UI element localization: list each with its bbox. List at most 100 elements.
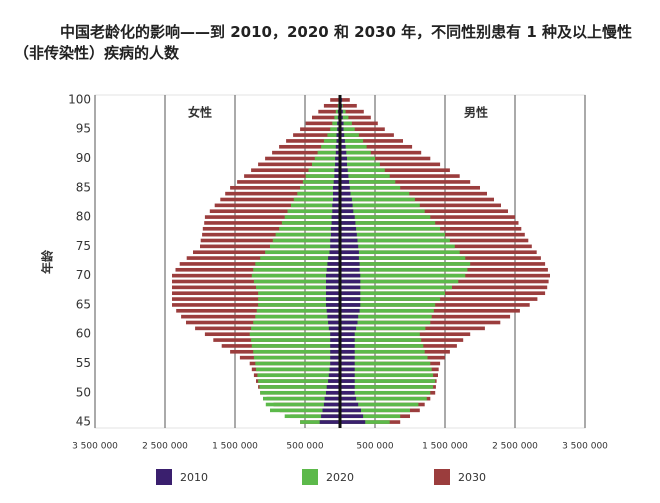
bar	[249, 332, 340, 337]
bar	[340, 191, 487, 196]
bar	[265, 250, 340, 255]
bar	[340, 344, 424, 348]
bar	[220, 197, 340, 202]
bar	[340, 361, 355, 366]
bar	[340, 156, 375, 161]
bar	[312, 162, 340, 167]
bar	[330, 338, 340, 342]
bar	[331, 215, 340, 219]
bar	[340, 297, 361, 301]
bar	[329, 250, 340, 255]
bar	[334, 115, 340, 120]
bar	[260, 256, 340, 260]
bar	[340, 185, 480, 190]
bar	[328, 379, 340, 383]
bar	[340, 379, 355, 383]
bar	[326, 308, 340, 313]
bar	[333, 185, 340, 190]
bar	[327, 314, 340, 319]
bar	[340, 285, 452, 290]
bar	[284, 215, 340, 219]
bar	[335, 144, 340, 149]
bar	[270, 408, 340, 413]
bar	[293, 133, 340, 137]
bar	[340, 385, 434, 389]
bar	[202, 232, 340, 237]
bar	[340, 144, 413, 149]
bar	[253, 267, 340, 272]
bar	[340, 174, 349, 178]
bar	[225, 191, 340, 196]
bar	[332, 203, 340, 208]
bar	[340, 320, 358, 325]
bar	[340, 203, 501, 208]
bar	[340, 279, 361, 284]
bar	[340, 414, 364, 419]
bar	[340, 115, 371, 120]
bar	[251, 338, 340, 342]
bar	[340, 139, 403, 143]
bar	[340, 367, 355, 372]
bar	[340, 197, 494, 202]
bar	[328, 256, 340, 260]
bar	[260, 390, 340, 395]
bar	[340, 203, 420, 208]
bar	[340, 127, 344, 132]
bar	[340, 127, 355, 132]
bar	[335, 150, 340, 155]
bar	[251, 168, 340, 173]
bar	[214, 203, 340, 208]
bar	[340, 256, 466, 260]
bar	[318, 109, 340, 114]
bar	[340, 168, 450, 173]
bar	[258, 291, 340, 296]
bar	[340, 373, 434, 378]
bar	[340, 221, 356, 225]
bar	[330, 226, 340, 231]
bar	[340, 226, 441, 231]
y-tick-label: 65	[76, 297, 91, 311]
bar	[284, 414, 340, 419]
bar	[258, 379, 340, 383]
bar	[251, 326, 340, 331]
bar	[326, 279, 340, 284]
x-tick-label: 3 500 000	[562, 442, 608, 452]
bar	[326, 267, 340, 272]
x-tick-label: 2 500 000	[492, 442, 538, 452]
y-tick-label: 90	[76, 151, 91, 165]
bar	[340, 133, 345, 137]
bar	[265, 402, 340, 407]
bar	[251, 273, 340, 278]
bar	[202, 226, 340, 231]
bar	[308, 168, 340, 173]
bar	[326, 291, 340, 296]
panel-label: 男性	[464, 105, 488, 120]
bar	[340, 109, 364, 114]
bar	[244, 174, 340, 178]
bar	[340, 367, 432, 372]
bar	[297, 191, 340, 196]
bar	[340, 267, 468, 272]
bar	[340, 150, 422, 155]
bar	[340, 232, 445, 237]
bar	[340, 326, 357, 331]
bar	[340, 121, 344, 126]
bar	[340, 168, 348, 173]
bar	[340, 361, 431, 366]
bar	[253, 279, 340, 284]
bar	[326, 390, 340, 395]
bar	[340, 355, 428, 360]
bar	[319, 420, 340, 424]
bar	[340, 373, 355, 378]
bar	[314, 156, 340, 161]
bar	[340, 297, 441, 301]
bar	[287, 209, 340, 214]
bar	[340, 232, 357, 237]
bar	[265, 156, 340, 161]
y-tick-label: 45	[76, 415, 91, 429]
bar	[340, 115, 349, 120]
legend-swatch	[302, 469, 318, 485]
bar	[340, 332, 355, 337]
bar	[256, 308, 340, 313]
bar	[340, 349, 425, 354]
